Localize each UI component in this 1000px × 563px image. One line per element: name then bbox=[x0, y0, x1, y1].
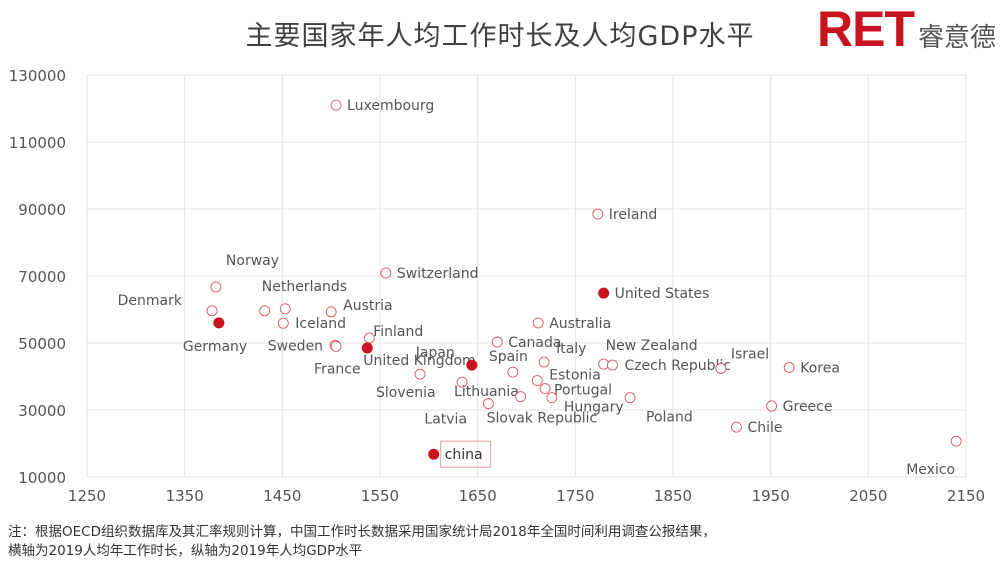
point-label: Estonia bbox=[549, 368, 601, 384]
y-tick-label: 70000 bbox=[18, 268, 66, 286]
highlight-box bbox=[440, 440, 492, 468]
data-point bbox=[380, 267, 392, 279]
y-tick-label: 50000 bbox=[18, 335, 66, 353]
data-point bbox=[507, 366, 519, 378]
data-point bbox=[950, 435, 962, 447]
data-point bbox=[491, 336, 503, 348]
data-point bbox=[546, 392, 558, 404]
data-point bbox=[715, 363, 727, 374]
data-point bbox=[624, 392, 636, 404]
point-label: Latvia bbox=[424, 412, 467, 428]
y-tick-label: 30000 bbox=[18, 402, 66, 420]
point-label: Germany bbox=[183, 339, 247, 355]
point-label: Portugal bbox=[554, 383, 612, 399]
data-point bbox=[414, 368, 426, 380]
point-label: Austria bbox=[343, 298, 392, 314]
logo-brand: RET bbox=[816, 1, 915, 57]
point-label: Poland bbox=[646, 410, 693, 426]
point-label: Israel bbox=[731, 346, 769, 362]
data-point bbox=[428, 448, 440, 460]
data-point bbox=[210, 281, 222, 293]
data-point bbox=[277, 317, 289, 329]
point-label: France bbox=[314, 361, 361, 377]
x-tick-label: 1250 bbox=[68, 487, 106, 505]
data-point bbox=[538, 356, 550, 368]
x-tick-label: 1450 bbox=[263, 487, 301, 505]
data-point bbox=[206, 305, 218, 317]
chart-title: 主要国家年人均工作时长及人均GDP水平 bbox=[245, 21, 755, 52]
x-tick-label: 1950 bbox=[752, 487, 790, 505]
data-point bbox=[766, 400, 778, 412]
x-tick-label: 1850 bbox=[654, 487, 692, 505]
footnote-line-2: 横轴为2019人均年工作时长，纵轴为2019年人均GDP水平 bbox=[8, 543, 363, 559]
x-tick-label: 2050 bbox=[849, 487, 887, 505]
y-tick-label: 110000 bbox=[9, 134, 66, 152]
data-point bbox=[783, 362, 795, 373]
data-point bbox=[731, 421, 742, 433]
point-label: Switzerland bbox=[397, 266, 479, 282]
x-tick-label: 1650 bbox=[459, 487, 497, 505]
footnote: 注：根据OECD组织数据库及其汇率规则计算，中国工作时长数据采用国家统计局201… bbox=[8, 523, 716, 561]
point-label: Czech Republic bbox=[624, 358, 731, 374]
data-point bbox=[598, 287, 610, 299]
data-point bbox=[515, 391, 527, 403]
point-label: Mexico bbox=[906, 462, 955, 478]
point-label: Chile bbox=[747, 420, 782, 436]
data-point bbox=[539, 383, 551, 395]
point-label: Japan bbox=[415, 345, 455, 361]
point-label: United States bbox=[615, 286, 710, 302]
point-label: Hungary bbox=[564, 400, 624, 416]
data-point bbox=[279, 303, 291, 315]
point-label: Slovenia bbox=[376, 385, 436, 401]
y-tick-label: 90000 bbox=[18, 201, 66, 219]
data-point bbox=[592, 208, 604, 220]
point-label: Spain bbox=[489, 349, 528, 365]
x-tick-label: 1350 bbox=[166, 487, 204, 505]
point-label: United Kingdom bbox=[363, 353, 475, 369]
point-label: Slovak Republic bbox=[487, 411, 598, 427]
data-point bbox=[213, 317, 225, 329]
point-label: Korea bbox=[800, 360, 840, 376]
point-label: Luxembourg bbox=[347, 98, 434, 114]
data-point bbox=[531, 375, 543, 386]
point-label: Italy bbox=[556, 341, 586, 357]
y-tick-label: 10000 bbox=[18, 469, 66, 487]
footnote-line-1: 注：根据OECD组织数据库及其汇率规则计算，中国工作时长数据采用国家统计局201… bbox=[8, 524, 716, 540]
point-label: Australia bbox=[549, 316, 611, 332]
data-point bbox=[325, 306, 337, 318]
point-label: Denmark bbox=[118, 293, 183, 309]
x-tick-label: 2150 bbox=[947, 487, 985, 505]
logo-brand-cn: 睿意德 bbox=[917, 23, 996, 53]
point-label: Finland bbox=[373, 324, 423, 340]
y-tick-label: 130000 bbox=[9, 67, 66, 85]
data-point bbox=[532, 317, 544, 329]
data-point bbox=[606, 359, 618, 371]
data-point bbox=[259, 305, 271, 317]
point-label: New Zealand bbox=[606, 338, 698, 354]
point-label: Sweden bbox=[268, 338, 323, 354]
data-point bbox=[330, 340, 342, 352]
data-point bbox=[466, 359, 478, 371]
point-label: Ireland bbox=[609, 207, 657, 223]
point-label: china bbox=[445, 447, 483, 463]
point-label: Iceland bbox=[295, 316, 346, 332]
data-point bbox=[482, 398, 494, 410]
point-label: Lithuania bbox=[454, 384, 519, 400]
ret-logo: RET 睿意德 bbox=[817, 0, 996, 58]
point-label: Canada bbox=[508, 335, 561, 351]
data-point bbox=[330, 99, 342, 111]
point-label: Norway bbox=[226, 253, 279, 269]
data-point bbox=[456, 376, 468, 388]
data-point bbox=[361, 342, 373, 354]
point-label: Greece bbox=[783, 399, 833, 415]
x-tick-label: 1750 bbox=[556, 487, 594, 505]
point-label: Netherlands bbox=[262, 279, 347, 295]
x-tick-label: 1550 bbox=[361, 487, 399, 505]
